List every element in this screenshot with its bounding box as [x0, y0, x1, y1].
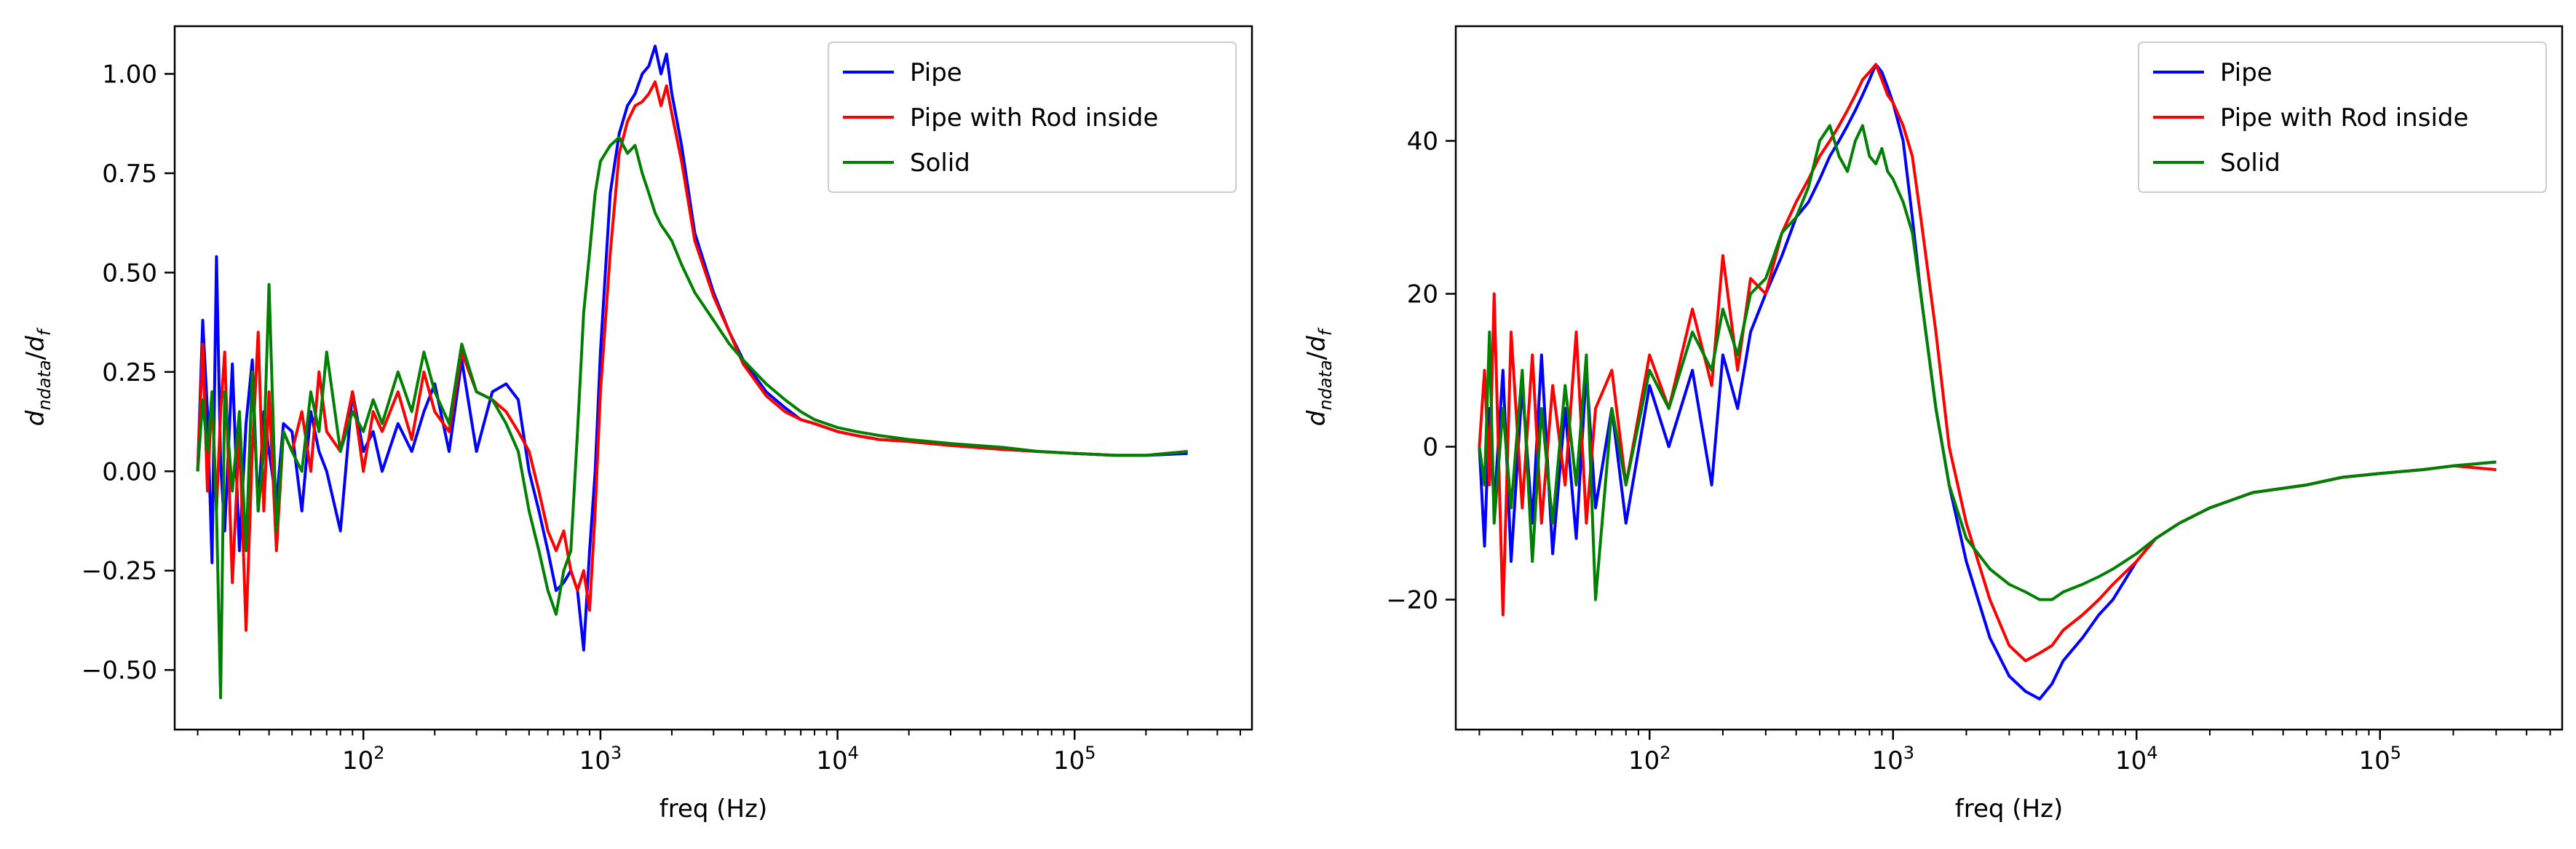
x-tick-label: 102 [1628, 743, 1671, 775]
y-tick-label: −0.25 [82, 557, 157, 586]
series-line-solid [196, 135, 1188, 700]
x-axis-label: freq (Hz) [659, 794, 767, 824]
series-line-pipe-with-rod-inside [1478, 63, 2497, 663]
y-tick-label: −20 [1386, 586, 1438, 615]
y-tick-label: 1.00 [102, 60, 157, 89]
y-tick-label: 0.75 [102, 159, 157, 189]
legend: Pipe Pipe with Rod inside Solid [828, 42, 1237, 193]
x-tick-label: 104 [2115, 743, 2158, 775]
y-axis-label: dndata/df [1302, 327, 1336, 426]
x-tick-label: 103 [579, 743, 622, 775]
x-tick-label: 104 [816, 743, 859, 775]
legend-box [828, 42, 1237, 193]
legend-box [2138, 42, 2547, 193]
x-tick-label: 102 [342, 743, 385, 775]
series-line-solid [1478, 124, 2497, 601]
legend: Pipe Pipe with Rod inside Solid [2138, 42, 2547, 193]
x-tick-label: 103 [1871, 743, 1914, 775]
x-tick-label: 105 [2358, 743, 2401, 775]
y-tick-label: 40 [1407, 127, 1438, 157]
chart-panel-1: 102 103 104 105 −0.50 −0.25 0.00 0.25 0.50 0.75 1.… [21, 25, 1253, 824]
x-axis-label: freq (Hz) [1955, 794, 2063, 824]
legend-label: Solid [910, 149, 970, 178]
y-tick-label: 20 [1407, 280, 1438, 309]
series-line-pipe-with-rod-inside [196, 80, 1188, 632]
y-axis-label: dndata/df [21, 327, 55, 426]
legend-label: Solid [2220, 149, 2280, 178]
legend-label: Pipe [2220, 58, 2272, 87]
y-tick-label: 0.25 [102, 358, 157, 387]
y-tick-label: 0.50 [102, 258, 157, 288]
series-line-pipe [1478, 63, 2497, 700]
y-tick-label: 0.00 [102, 457, 157, 486]
legend-label: Pipe [910, 58, 962, 87]
y-tick-label: −0.50 [82, 656, 157, 685]
legend-label: Pipe with Rod inside [2220, 103, 2468, 133]
x-tick-label: 105 [1053, 743, 1096, 775]
chart-panel-2: 102 103 104 105 −20 0 20 40 freq (Hz) dndata/df Pi… [1302, 25, 2564, 824]
y-tick-label: 0 [1422, 433, 1438, 462]
legend-label: Pipe with Rod inside [910, 103, 1158, 133]
